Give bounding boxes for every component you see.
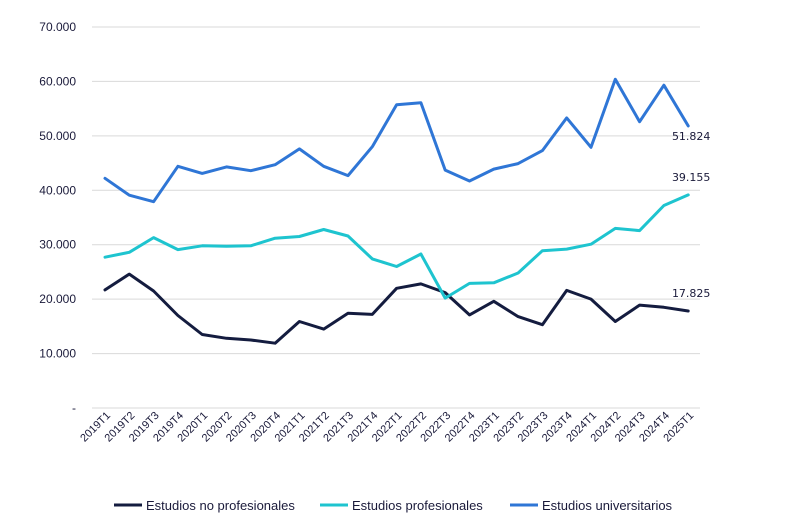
y-tick-label: 50.000: [39, 129, 76, 143]
y-tick-label: 60.000: [39, 74, 76, 88]
legend-label: Estudios universitarios: [542, 498, 673, 513]
legend-label: Estudios profesionales: [352, 498, 483, 513]
series-lines: [103, 77, 690, 345]
y-tick-label: 30.000: [39, 238, 76, 252]
end-value-label: 51.824: [672, 130, 711, 143]
x-axis-ticks: 2019T12019T22019T32019T42020T12020T22020…: [78, 410, 696, 445]
y-tick-label: 10.000: [39, 347, 76, 361]
y-axis-ticks: - 10.000 20.000 30.000 40.000 50.000 60.000 70.…: [39, 20, 76, 415]
legend-label: Estudios no profesionales: [146, 498, 295, 513]
legend-item: Estudios universitarios: [510, 498, 673, 513]
series-line: [103, 77, 690, 204]
gridlines: [92, 26, 700, 409]
end-value-label: 39.155: [672, 171, 711, 184]
y-tick-label: 70.000: [39, 20, 76, 34]
y-tick-label: 40.000: [39, 183, 76, 197]
y-tick-label: -: [72, 401, 76, 415]
series-line: [103, 193, 690, 300]
legend-item: Estudios no profesionales: [114, 498, 295, 513]
series-line: [103, 272, 690, 345]
legend: Estudios no profesionales Estudios profes…: [114, 498, 673, 513]
legend-item: Estudios profesionales: [320, 498, 483, 513]
end-value-label: 17.825: [672, 287, 711, 300]
end-labels: 17.825 39.155 51.824: [672, 130, 711, 300]
y-tick-label: 20.000: [39, 292, 76, 306]
